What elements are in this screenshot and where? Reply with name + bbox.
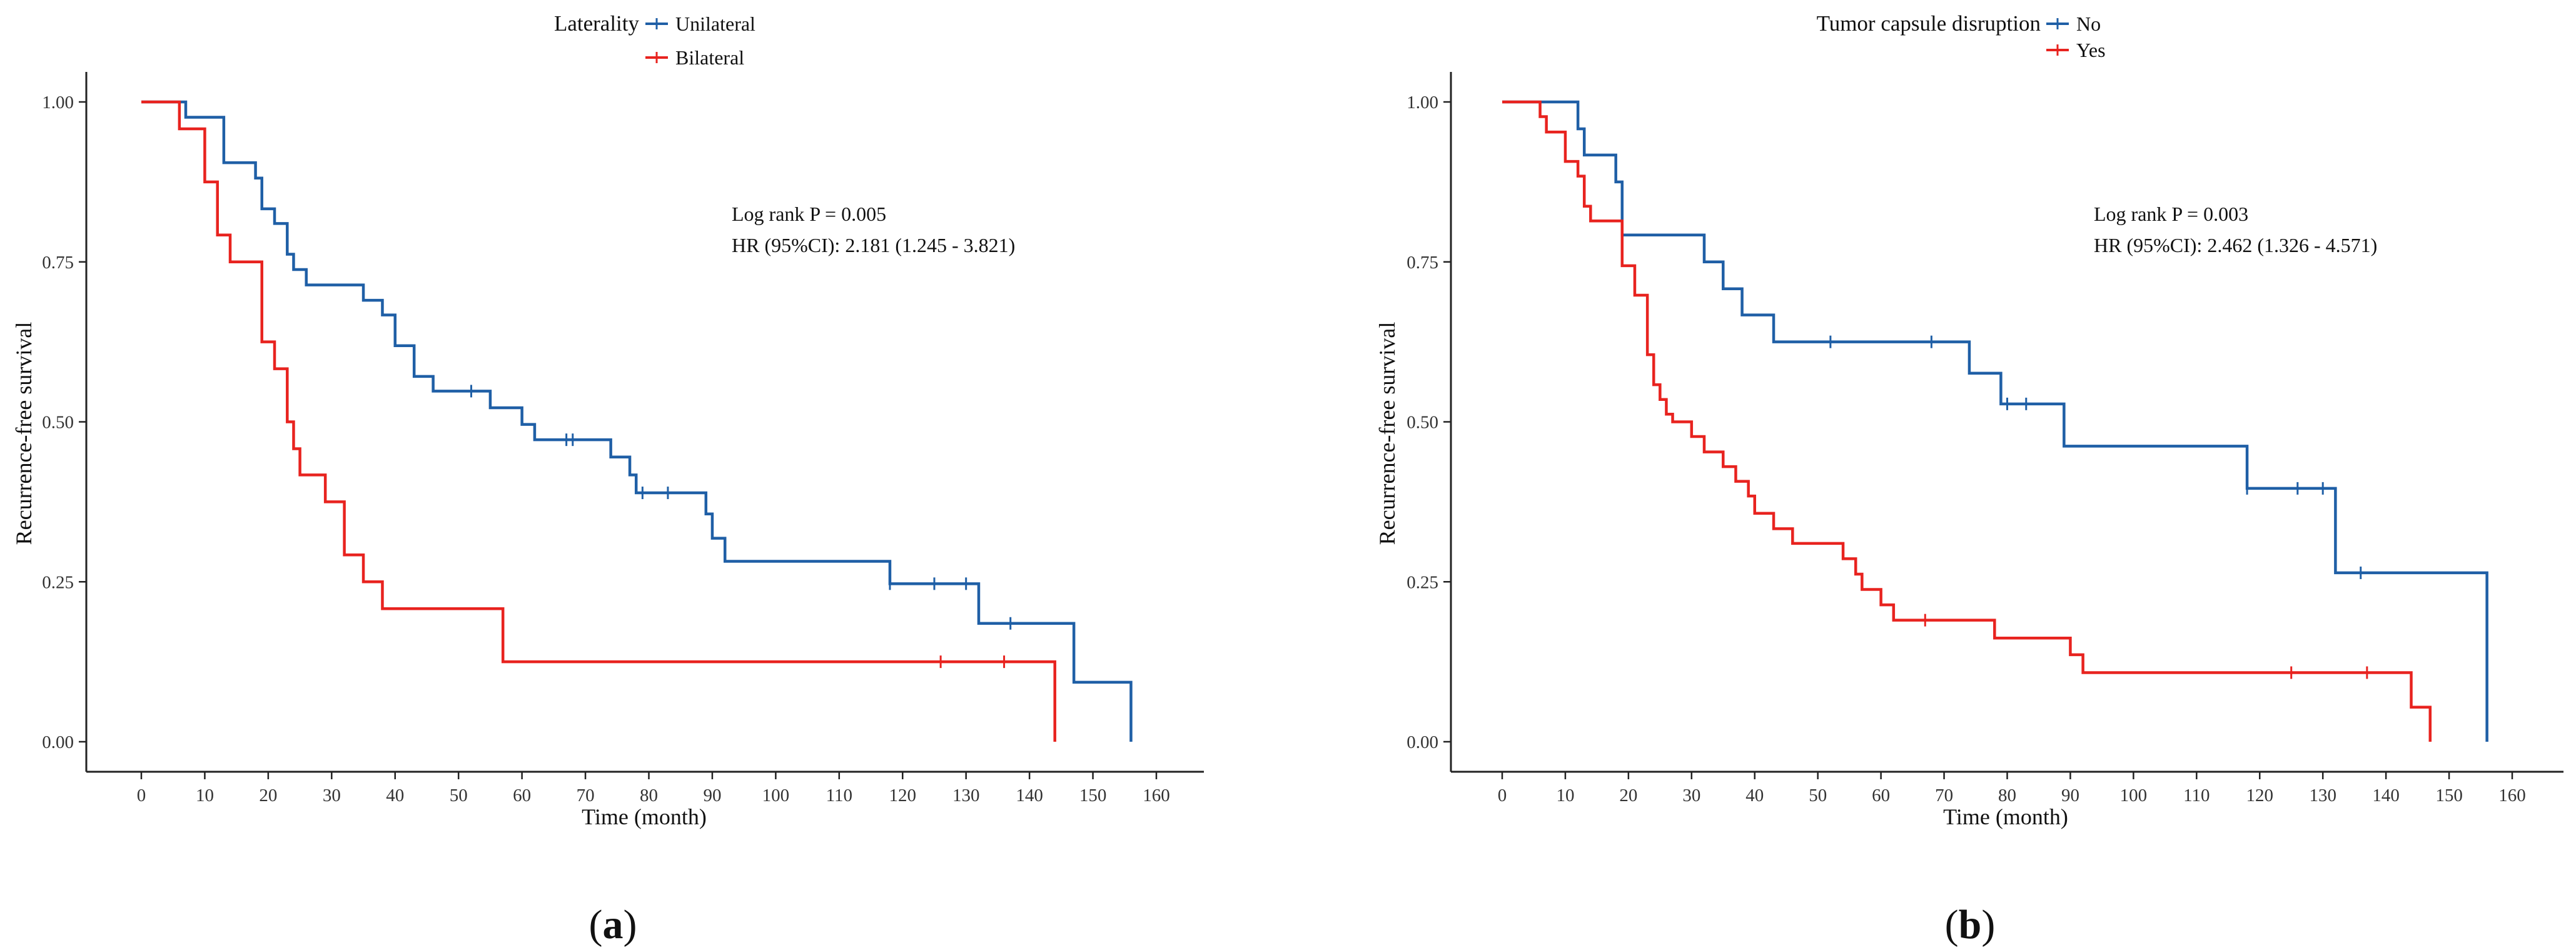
x-tick-label: 140 (1016, 786, 1043, 806)
x-tick-label: 60 (1872, 786, 1890, 806)
x-tick-label: 10 (1556, 786, 1574, 806)
logrank-annotation: Log rank P = 0.003 (2094, 203, 2248, 225)
y-tick-label: 0.25 (1407, 572, 1438, 592)
legend-title: Tumor capsule disruption (1817, 11, 2041, 36)
y-tick-label: 1.00 (42, 93, 74, 113)
x-tick-label: 110 (826, 786, 852, 806)
x-tick-label: 100 (762, 786, 790, 806)
series-layer (141, 100, 1133, 742)
km-curve-bilateral (141, 100, 1056, 742)
x-tick-label: 60 (513, 786, 531, 806)
hr-annotation: HR (95%CI): 2.462 (1.326 - 4.571) (2094, 234, 2377, 256)
legend-label-bilateral: Bilateral (675, 46, 744, 69)
x-tick-label: 40 (1745, 786, 1764, 806)
x-tick-label: 30 (323, 786, 341, 806)
x-tick-label: 20 (1619, 786, 1637, 806)
x-tick-label: 160 (2498, 786, 2526, 806)
legend-item-no: No (2046, 13, 2101, 35)
x-tick-label: 120 (889, 786, 917, 806)
y-tick-label: 0.75 (1407, 253, 1438, 273)
x-tick-label: 40 (386, 786, 404, 806)
y-ticks: 0.00 0.25 0.50 0.75 1.00 (1407, 93, 1451, 752)
logrank-annotation: Log rank P = 0.005 (732, 203, 886, 225)
series-layer (1502, 100, 2488, 742)
x-tick-label: 50 (450, 786, 468, 806)
km-curve-no (1502, 100, 2488, 742)
y-axis-label: Recurrence-free survival (11, 322, 36, 545)
legend: Laterality Unilateral Bilateral (554, 11, 755, 69)
x-axis-label: Time (month) (582, 804, 707, 829)
x-tick-label: 100 (2120, 786, 2148, 806)
x-ticks: 0 10 20 30 40 50 60 70 80 90 100 110 120 130 140 150 160 (137, 772, 1170, 806)
x-tick-label: 80 (640, 786, 658, 806)
panel-label-a: (a) (589, 902, 637, 947)
legend-title: Laterality (554, 11, 640, 36)
y-tick-label: 0.00 (1407, 732, 1438, 752)
km-curve-yes (1502, 100, 2432, 742)
x-axis-label: Time (month) (1943, 804, 2068, 829)
legend: Tumor capsule disruption No Yes (1817, 11, 2106, 61)
x-tick-label: 70 (577, 786, 595, 806)
legend-label-unilateral: Unilateral (675, 13, 755, 35)
panel-letter-b: b (1959, 902, 1982, 947)
x-ticks: 0 10 20 30 40 50 60 70 80 90 100 110 120 130 140 150 160 (1498, 772, 2526, 806)
y-tick-label: 1.00 (1407, 93, 1438, 113)
x-tick-label: 10 (196, 786, 214, 806)
x-tick-label: 160 (1143, 786, 1170, 806)
legend-label-no: No (2076, 13, 2101, 35)
x-tick-label: 130 (2309, 786, 2336, 806)
x-tick-label: 70 (1935, 786, 1953, 806)
x-tick-label: 80 (1998, 786, 2016, 806)
hr-annotation: HR (95%CI): 2.181 (1.245 - 3.821) (732, 234, 1015, 256)
y-tick-label: 0.00 (42, 732, 74, 752)
panel-a: 0 10 20 30 40 50 60 70 80 90 100 110 120 130 140 150 160… (11, 11, 1204, 947)
legend-item-bilateral: Bilateral (645, 46, 744, 69)
x-tick-label: 140 (2372, 786, 2400, 806)
legend-label-yes: Yes (2076, 39, 2106, 61)
legend-item-yes: Yes (2046, 39, 2106, 61)
x-tick-label: 50 (1809, 786, 1827, 806)
x-tick-label: 0 (1498, 786, 1507, 806)
x-tick-label: 150 (2435, 786, 2463, 806)
x-tick-label: 30 (1682, 786, 1700, 806)
x-tick-label: 120 (2246, 786, 2274, 806)
y-ticks: 0.00 0.25 0.50 0.75 1.00 (42, 93, 86, 752)
x-tick-label: 110 (2183, 786, 2210, 806)
x-tick-label: 90 (2061, 786, 2079, 806)
panel-label-b: (b) (1945, 902, 1996, 947)
x-tick-label: 90 (703, 786, 721, 806)
panel-b: 0 10 20 30 40 50 60 70 80 90 100 110 120 130 140 150 160… (1375, 11, 2563, 947)
x-tick-label: 130 (952, 786, 980, 806)
x-tick-label: 150 (1079, 786, 1107, 806)
legend-item-unilateral: Unilateral (645, 13, 755, 35)
y-tick-label: 0.50 (1407, 413, 1438, 433)
x-tick-label: 0 (137, 786, 146, 806)
panel-letter-a: a (603, 902, 624, 947)
x-tick-label: 20 (259, 786, 277, 806)
y-tick-label: 0.25 (42, 572, 74, 592)
y-axis-label: Recurrence-free survival (1375, 322, 1400, 545)
y-tick-label: 0.75 (42, 253, 74, 273)
km-curve-unilateral (141, 100, 1133, 742)
y-tick-label: 0.50 (42, 413, 74, 433)
